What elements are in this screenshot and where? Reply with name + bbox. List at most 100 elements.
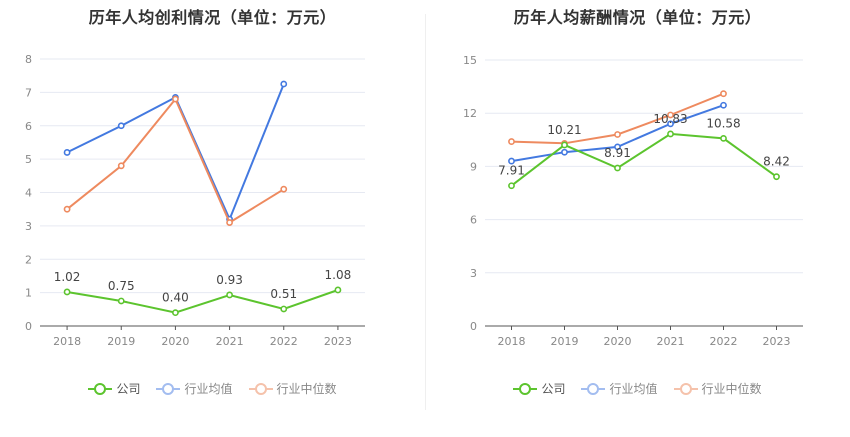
chart-title: 历年人均创利情况（单位：万元） [88, 8, 337, 27]
data-point [117, 122, 125, 130]
data-point [508, 157, 515, 165]
data-label: 10.21 [547, 123, 581, 137]
data-point [117, 162, 125, 170]
data-point [63, 288, 71, 296]
data-point [561, 148, 568, 156]
y-tick-label: 0 [470, 320, 477, 333]
chart-title: 历年人均薪酬情况（单位：万元） [513, 8, 762, 27]
x-tick-label: 2020 [161, 335, 189, 348]
data-label: 10.83 [653, 112, 687, 126]
legend-label-industry-median: 行业中位数 [276, 382, 337, 396]
series-line-company [510, 132, 778, 187]
y-tick-label: 1 [25, 287, 32, 300]
x-tick-label: 2019 [107, 335, 135, 348]
y-tick-label: 12 [463, 107, 477, 120]
data-label: 8.42 [763, 155, 790, 169]
legend-label-company: 公司 [541, 382, 566, 396]
data-point [667, 120, 674, 128]
data-point [720, 101, 727, 109]
data-point [63, 149, 71, 156]
data-point [614, 131, 621, 138]
y-tick-label: 4 [25, 187, 32, 200]
x-tick-label: 2020 [604, 335, 632, 348]
y-tick-label: 9 [470, 160, 477, 173]
data-point [172, 95, 179, 103]
data-point [280, 185, 288, 193]
data-label: 0.75 [108, 279, 135, 293]
data-point [117, 297, 125, 305]
data-point [63, 205, 71, 213]
x-tick-label: 2021 [657, 335, 685, 348]
data-point [280, 80, 288, 88]
legend-swatch-company [88, 382, 113, 396]
legend-swatch-industry-mean [581, 382, 606, 396]
data-point [172, 309, 179, 317]
y-tick-label: 15 [463, 54, 477, 67]
y-tick-label: 2 [25, 253, 32, 266]
x-tick-label: 2022 [710, 335, 738, 348]
legend-item-industry-mean[interactable]: 行业均值 [581, 380, 658, 397]
series-line-industry-median [66, 97, 285, 224]
x-tick-label: 2018 [53, 335, 81, 348]
y-tick-label: 7 [25, 86, 32, 99]
data-point [561, 141, 568, 149]
x-tick-label: 2023 [324, 335, 352, 348]
y-tick-label: 3 [25, 220, 32, 233]
legend-item-company[interactable]: 公司 [88, 380, 140, 397]
data-point [667, 111, 674, 119]
data-point [773, 173, 780, 181]
y-tick-label: 8 [25, 53, 32, 66]
legend-swatch-industry-median [248, 382, 273, 396]
x-tick-label: 2019 [551, 335, 579, 348]
data-point [614, 143, 621, 151]
profit-per-capita-chart: 历年人均创利情况（单位：万元） 0 1 2 3 4 5 6 7 8 2018 2019 2020 202… [0, 8, 425, 397]
data-label: 8.91 [604, 146, 631, 160]
legend-label-industry-median: 行业中位数 [701, 382, 762, 396]
data-point [667, 130, 674, 138]
x-tick-label: 2022 [270, 335, 298, 348]
y-tick-label: 0 [25, 320, 32, 333]
legend-item-industry-median[interactable]: 行业中位数 [248, 380, 337, 397]
data-label: 0.51 [270, 287, 297, 301]
y-tick-label: 6 [25, 120, 32, 133]
x-tick-label: 2018 [498, 335, 526, 348]
data-label: 1.08 [325, 268, 352, 282]
salary-per-capita-chart: 历年人均薪酬情况（单位：万元） 0 3 6 9 12 15 2018 2019 2020 2021… [425, 0, 850, 437]
x-tick-label: 2021 [216, 335, 244, 348]
series-line-industry-mean [66, 83, 285, 222]
legend-item-industry-median[interactable]: 行业中位数 [673, 380, 762, 397]
legend-item-company[interactable]: 公司 [513, 380, 565, 397]
chart-legend: 公司 行业均值 行业中位数 [0, 380, 425, 397]
y-tick-label: 3 [470, 267, 477, 280]
salary-chart-plot: 0 3 6 9 12 15 2018 2019 2020 2021 2022 2023 7.91 10.2… [463, 54, 803, 348]
y-tick-label: 6 [470, 214, 477, 227]
data-label: 10.58 [706, 116, 740, 130]
data-point [720, 134, 727, 142]
legend-label-company: 公司 [116, 382, 141, 396]
panel-divider [425, 14, 426, 410]
data-point [614, 164, 621, 172]
data-point [334, 286, 342, 294]
data-label: 1.02 [54, 270, 81, 284]
y-tick-label: 5 [25, 153, 32, 166]
legend-swatch-industry-median [673, 382, 698, 396]
data-point [226, 219, 233, 226]
chart-legend: 公司 行业均值 行业中位数 [425, 380, 850, 397]
data-label: 0.40 [162, 291, 189, 305]
legend-swatch-industry-mean [156, 382, 181, 396]
data-point [508, 182, 515, 190]
data-point [226, 291, 233, 299]
data-label: 0.93 [216, 273, 243, 287]
legend-item-industry-mean[interactable]: 行业均值 [156, 380, 233, 397]
data-point [720, 90, 727, 98]
legend-swatch-company [513, 382, 538, 396]
legend-label-industry-mean: 行业均值 [184, 382, 233, 396]
series-line-company [66, 289, 339, 314]
x-tick-label: 2023 [763, 335, 791, 348]
legend-label-industry-mean: 行业均值 [609, 382, 658, 396]
data-point [508, 138, 515, 145]
data-point [280, 305, 288, 313]
data-label: 7.91 [498, 164, 525, 178]
profit-chart-plot: 0 1 2 3 4 5 6 7 8 2018 2019 2020 2021 2022 2023 1.02 0.7… [25, 53, 365, 348]
